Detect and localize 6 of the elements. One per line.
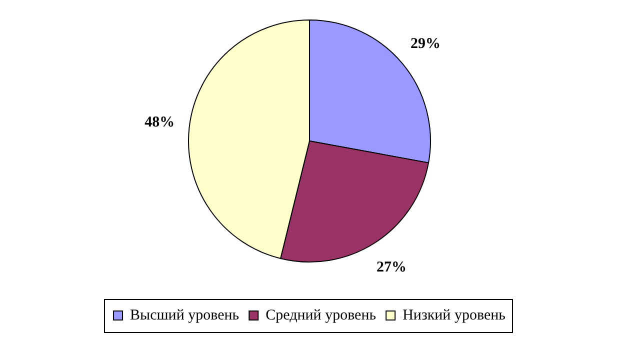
data-label: 27% — [376, 260, 406, 276]
legend-label: Средний уровень — [266, 307, 376, 324]
legend-label: Низкий уровень — [402, 307, 506, 324]
data-label: 29% — [410, 36, 440, 52]
legend-label: Высший уровень — [130, 307, 240, 324]
data-label: 48% — [144, 114, 175, 131]
